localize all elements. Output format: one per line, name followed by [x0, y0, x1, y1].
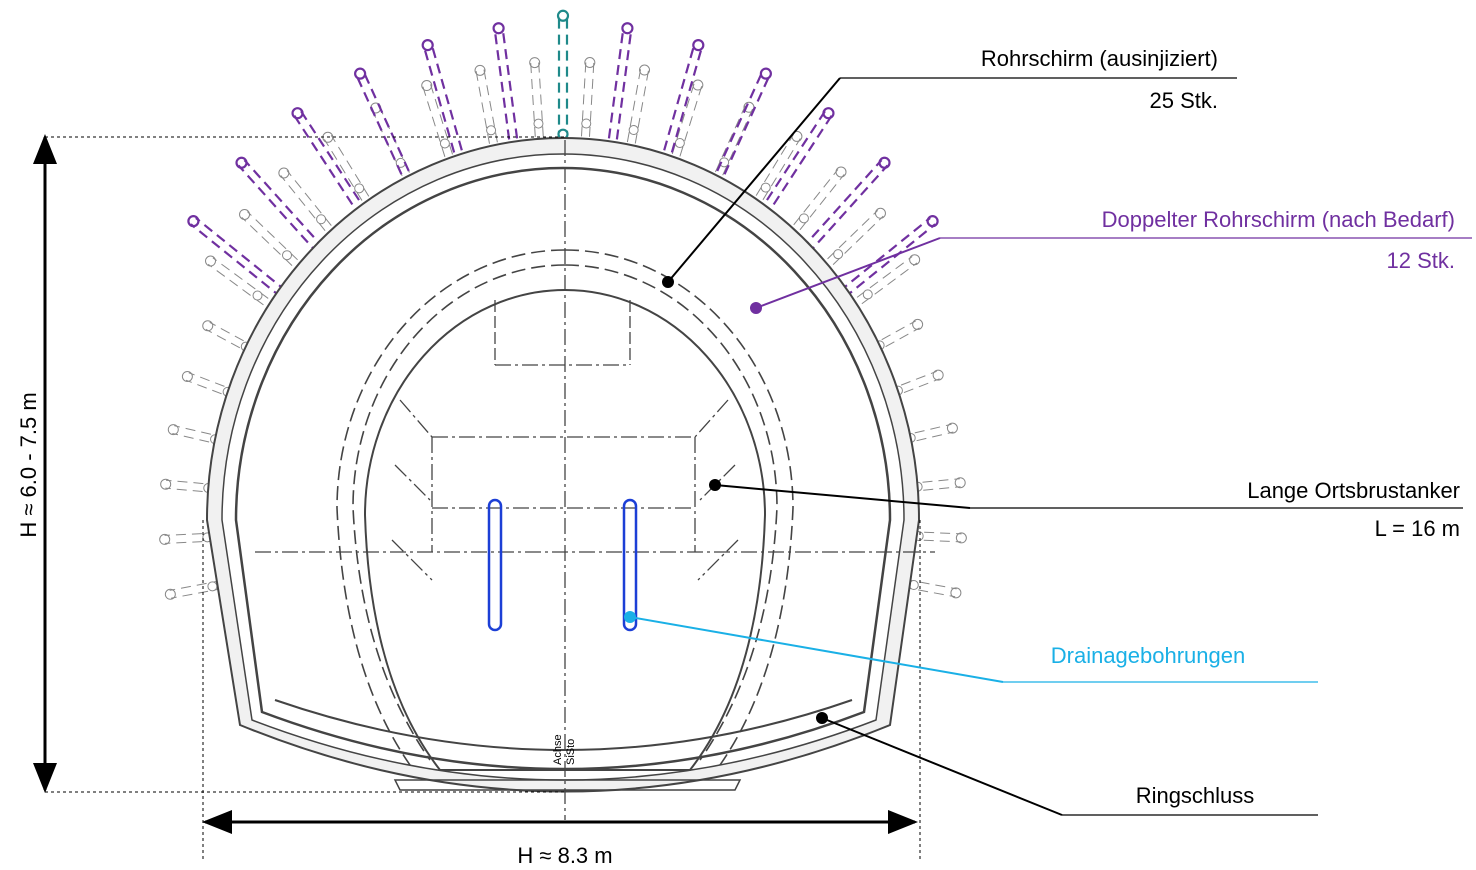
label-detail: L = 16 m — [1375, 516, 1460, 541]
pipe — [317, 215, 326, 224]
pipe — [693, 40, 703, 50]
pipe — [487, 126, 496, 135]
tunnel-diagram: Achse SiSto H ≈ 6.0 - 7.5 m H ≈ 8.3 m Ro… — [0, 0, 1476, 870]
pipe — [206, 256, 216, 266]
pipe — [863, 290, 872, 299]
pipe — [253, 291, 262, 300]
pipe — [761, 69, 771, 79]
label-title: Doppelter Rohrschirm (nach Bedarf) — [1102, 207, 1455, 232]
pipe — [836, 167, 846, 177]
pipe — [622, 23, 632, 33]
pipe — [534, 119, 543, 128]
pipe — [947, 423, 957, 433]
pipe — [640, 65, 650, 75]
pipe — [933, 370, 943, 380]
pipe — [585, 58, 595, 68]
pipe — [955, 478, 965, 488]
pipe — [203, 321, 213, 331]
width-label: H ≈ 8.3 m — [517, 843, 612, 868]
pipe — [161, 479, 171, 489]
pipe — [956, 533, 966, 543]
pipe — [182, 371, 192, 381]
pipe — [422, 81, 432, 91]
label-detail: 12 Stk. — [1387, 248, 1455, 273]
pipe — [799, 214, 808, 223]
axis-label: Achse — [552, 734, 564, 765]
pipe — [761, 183, 770, 192]
pipe — [355, 184, 364, 193]
pipe — [475, 65, 485, 75]
pipe — [875, 208, 885, 218]
pipe — [160, 534, 170, 544]
pipe — [693, 80, 703, 90]
pipe — [879, 158, 889, 168]
pipe — [237, 158, 247, 168]
pipe — [440, 139, 449, 148]
pipe — [355, 69, 365, 79]
pipe — [188, 216, 198, 226]
pipe — [423, 40, 433, 50]
pipe — [834, 250, 843, 259]
pipe — [558, 11, 568, 21]
pipe — [675, 139, 684, 148]
pipe — [168, 425, 178, 435]
pipe — [279, 168, 289, 178]
pipe — [913, 319, 923, 329]
pipe — [282, 251, 291, 260]
pipe — [910, 255, 920, 265]
label-title: Rohrschirm (ausinjiziert) — [981, 46, 1218, 71]
label-detail: 25 Stk. — [1150, 88, 1218, 113]
pipe — [240, 209, 250, 219]
pipe — [208, 582, 217, 591]
pipe — [951, 588, 961, 598]
height-label: H ≈ 6.0 - 7.5 m — [16, 392, 41, 537]
pipe — [530, 58, 540, 68]
pipe — [494, 23, 504, 33]
pipe — [165, 589, 175, 599]
label-title: Lange Ortsbrustanker — [1247, 478, 1460, 503]
axis-label: SiSto — [565, 739, 577, 765]
pipe — [928, 216, 938, 226]
pipe — [629, 126, 638, 135]
pipe — [582, 119, 591, 128]
label-title: Drainagebohrungen — [1051, 643, 1246, 668]
label-title: Ringschluss — [1136, 783, 1255, 808]
